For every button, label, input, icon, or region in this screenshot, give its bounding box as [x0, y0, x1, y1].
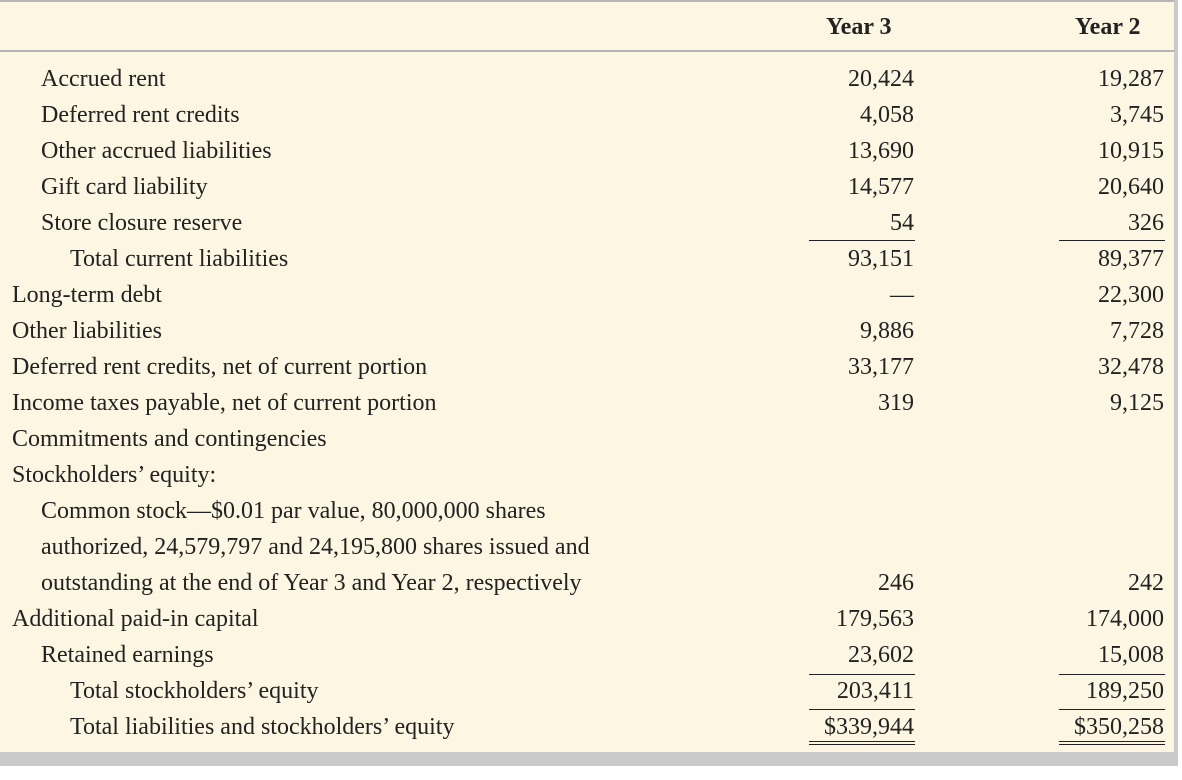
year3-value: 9,886 — [860, 318, 914, 344]
row-label: Stockholders’ equity: — [12, 462, 217, 488]
year2-value: 326 — [1128, 210, 1164, 236]
row-label: Other liabilities — [12, 318, 162, 344]
year2-value: 20,640 — [1098, 174, 1164, 200]
table-row: Deferred rent credits, net of current po… — [0, 350, 1174, 386]
row-label: Common stock—$0.01 par value, 80,000,000… — [41, 498, 546, 524]
total-double-underline — [1059, 741, 1165, 745]
year2-value: 32,478 — [1098, 354, 1164, 380]
year3-value: 54 — [890, 210, 914, 236]
row-label: Total stockholders’ equity — [70, 678, 319, 704]
table-row: Accrued rent 20,424 19,287 — [0, 62, 1174, 98]
row-label: Total liabilities and stockholders’ equi… — [70, 714, 455, 740]
table-row: Retained earnings 23,602 15,008 — [0, 638, 1174, 674]
year3-value: $339,944 — [824, 714, 914, 740]
year2-value: 189,250 — [1086, 678, 1164, 704]
table-row: Deferred rent credits 4,058 3,745 — [0, 98, 1174, 134]
year2-value: 89,377 — [1098, 246, 1164, 272]
column-header-year3: Year 3 — [826, 14, 892, 40]
row-label: Retained earnings — [41, 642, 214, 668]
balance-sheet-panel: Year 3 Year 2 Accrued rent 20,424 19,287… — [0, 0, 1178, 766]
row-label: Other accrued liabilities — [41, 138, 272, 164]
table-row: Total stockholders’ equity 203,411 189,2… — [0, 674, 1174, 710]
year3-value: 14,577 — [848, 174, 914, 200]
year3-value: 20,424 — [848, 66, 914, 92]
year3-value: 33,177 — [848, 354, 914, 380]
table-row: Total current liabilities 93,151 89,377 — [0, 242, 1174, 278]
row-label: authorized, 24,579,797 and 24,195,800 sh… — [41, 534, 590, 560]
year3-value: 246 — [878, 570, 914, 596]
year2-value: 3,745 — [1110, 102, 1164, 128]
row-label: Long-term debt — [12, 282, 162, 308]
table-row: Common stock—$0.01 par value, 80,000,000… — [0, 494, 1174, 530]
row-label: Income taxes payable, net of current por… — [12, 390, 437, 416]
table-row: authorized, 24,579,797 and 24,195,800 sh… — [0, 530, 1174, 566]
row-label: Additional paid-in capital — [12, 606, 259, 632]
year3-value: 319 — [878, 390, 914, 416]
year2-value: $350,258 — [1074, 714, 1164, 740]
year3-value: 23,602 — [848, 642, 914, 668]
table-row: Other accrued liabilities 13,690 10,915 — [0, 134, 1174, 170]
year2-value: 9,125 — [1110, 390, 1164, 416]
year2-value: 10,915 — [1098, 138, 1164, 164]
subtotal-underline — [809, 709, 915, 710]
year3-value: — — [890, 282, 914, 308]
table-row: Income taxes payable, net of current por… — [0, 386, 1174, 422]
table-header: Year 3 Year 2 — [0, 0, 1174, 52]
table-row: Total liabilities and stockholders’ equi… — [0, 710, 1174, 746]
subtotal-underline — [809, 240, 915, 241]
row-label: Gift card liability — [41, 174, 208, 200]
year2-value: 15,008 — [1098, 642, 1164, 668]
year3-value: 93,151 — [848, 246, 914, 272]
year3-value: 4,058 — [860, 102, 914, 128]
total-double-underline — [809, 741, 915, 745]
row-label: Deferred rent credits, net of current po… — [12, 354, 428, 380]
table-row: Gift card liability 14,577 20,640 — [0, 170, 1174, 206]
row-label: Deferred rent credits — [41, 102, 240, 128]
table-row: Long-term debt — 22,300 — [0, 278, 1174, 314]
table-row: outstanding at the end of Year 3 and Yea… — [0, 566, 1174, 602]
table-row: Additional paid-in capital 179,563 174,0… — [0, 602, 1174, 638]
year3-value: 13,690 — [848, 138, 914, 164]
year3-value: 203,411 — [836, 678, 914, 704]
year2-value: 174,000 — [1086, 606, 1164, 632]
subtotal-underline — [1059, 674, 1165, 675]
column-header-year2: Year 2 — [1075, 14, 1141, 40]
subtotal-underline — [1059, 240, 1165, 241]
year2-value: 19,287 — [1098, 66, 1164, 92]
year3-value: 179,563 — [836, 606, 914, 632]
row-label: Store closure reserve — [41, 210, 243, 236]
row-label: outstanding at the end of Year 3 and Yea… — [41, 570, 582, 596]
subtotal-underline — [809, 674, 915, 675]
table-row: Commitments and contingencies — [0, 422, 1174, 458]
table-row: Stockholders’ equity: — [0, 458, 1174, 494]
table-row: Other liabilities 9,886 7,728 — [0, 314, 1174, 350]
table-row: Store closure reserve 54 326 — [0, 206, 1174, 242]
row-label: Total current liabilities — [70, 246, 289, 272]
subtotal-underline — [1059, 709, 1165, 710]
year2-value: 7,728 — [1110, 318, 1164, 344]
row-label: Commitments and contingencies — [12, 426, 327, 452]
year2-value: 22,300 — [1098, 282, 1164, 308]
row-label: Accrued rent — [41, 66, 166, 92]
year2-value: 242 — [1128, 570, 1164, 596]
